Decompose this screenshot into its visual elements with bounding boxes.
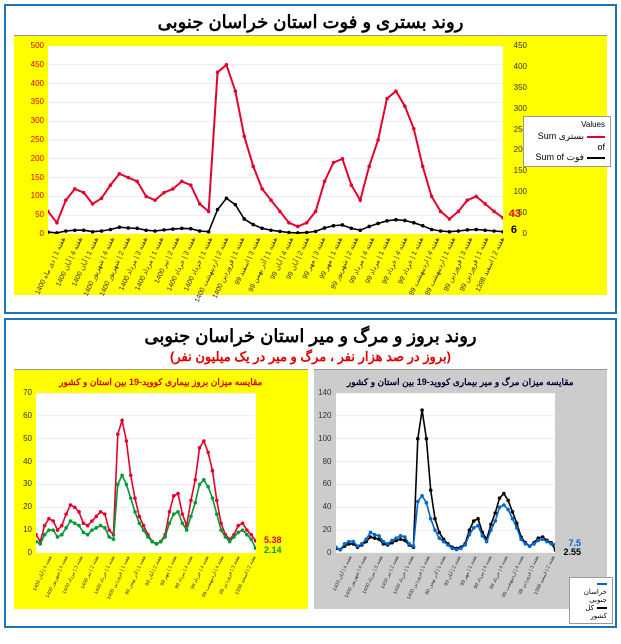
- bottom-row: مقایسه میزان بروز بیماری کووید-19 بین اس…: [14, 369, 607, 609]
- top-plot-area: 43 6 05010015020025030035040045050005010…: [48, 46, 503, 234]
- top-chart-wrapper: 43 6 05010015020025030035040045050005010…: [14, 35, 607, 295]
- bottom-subtitle: (بروز در صد هزار نفر ، مرگ و میر در یک م…: [6, 349, 615, 369]
- left-chart-wrapper: مقایسه میزان بروز بیماری کووید-19 بین اس…: [14, 369, 308, 609]
- bottom-panel: روند بروز و مرگ و میر استان خراسان جنوبی…: [4, 318, 617, 628]
- bottom-title: روند بروز و مرگ و میر استان خراسان جنوبی: [6, 320, 615, 349]
- left-small-title: مقایسه میزان بروز بیماری کووید-19 بین اس…: [18, 374, 304, 391]
- top-chart-svg: [48, 46, 503, 234]
- top-x-labels: هفته 2 | اسفند 1398هفته 1 | فروردین 99هف…: [48, 236, 503, 286]
- legend-hospitalized: بستری Sum of: [529, 131, 605, 152]
- right-small-title: مقایسه میزان مرگ و میر بیماری کووید-19 ب…: [318, 374, 604, 391]
- deaths-end-label: 6: [511, 224, 517, 236]
- right-legend-province: خراسان جنوبی: [575, 581, 607, 604]
- top-legend: Values بستری Sum of فوت Sum of: [523, 116, 611, 167]
- right-country-end: 2.55: [563, 547, 581, 557]
- right-x-labels: هفته 2 | اسفند 1398هفته 3 | فروردین 99هف…: [336, 555, 556, 597]
- left-x-labels: هفته 2 | اسفند 1398هفته 3 | فروردین 99هف…: [36, 555, 256, 597]
- right-chart-svg: [336, 393, 556, 553]
- right-legend: خراسان جنوبی کل کشور: [569, 577, 613, 624]
- top-panel: روند بستری و فوت استان خراسان جنوبی 43 6…: [4, 4, 617, 314]
- left-country-end: 2.14: [264, 545, 282, 555]
- right-chart-wrapper: مقایسه میزان مرگ و میر بیماری کووید-19 ب…: [314, 369, 608, 609]
- left-plot-area: 5.38 2.14 010203040506070: [36, 393, 256, 553]
- right-plot-area: 7.5 2.55 020406080100120140: [336, 393, 556, 553]
- top-title: روند بستری و فوت استان خراسان جنوبی: [6, 6, 615, 35]
- left-chart-svg: [36, 393, 256, 553]
- legend-title: Values: [529, 120, 605, 129]
- right-legend-country: کل کشور: [575, 604, 607, 620]
- left-province-end: 5.38: [264, 535, 282, 545]
- legend-deaths: فوت Sum of: [529, 152, 605, 163]
